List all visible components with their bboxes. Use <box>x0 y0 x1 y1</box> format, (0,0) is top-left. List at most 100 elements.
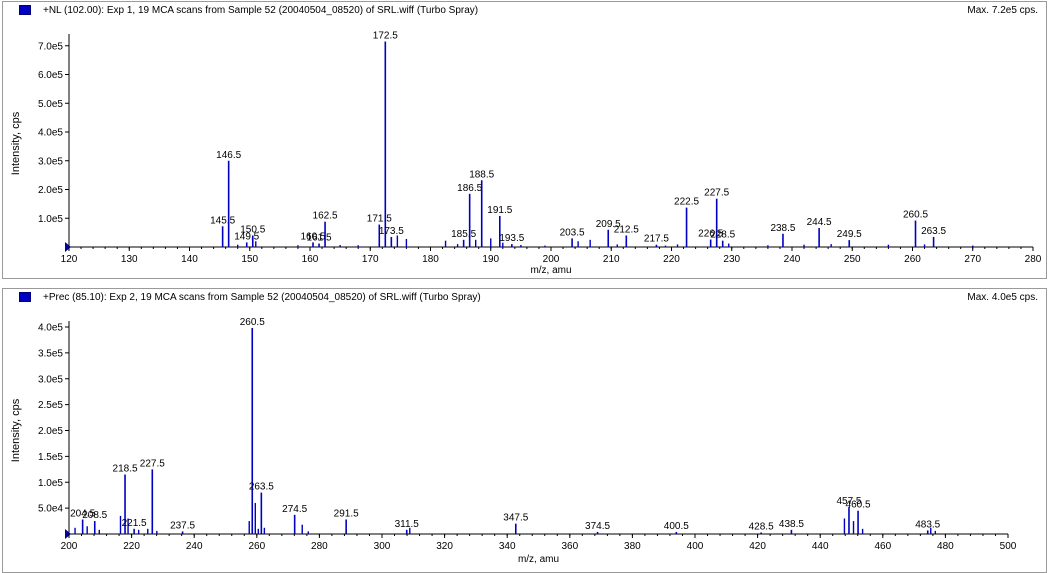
peak-label: 222.5 <box>674 197 699 208</box>
y-tick-label: 5.0e4 <box>38 504 63 515</box>
y-tick-label: 4.0e5 <box>38 128 63 139</box>
x-tick-label: 220 <box>123 541 140 552</box>
y-tick-label: 2.0e5 <box>38 185 63 196</box>
x-tick-label: 170 <box>362 254 379 265</box>
x-tick-label: 320 <box>436 541 453 552</box>
y-tick-label: 2.0e5 <box>38 426 63 437</box>
peak-label: 186.5 <box>457 183 482 194</box>
peak-label: 438.5 <box>779 519 804 530</box>
peak-label: 203.5 <box>560 227 585 238</box>
series-color-swatch <box>19 292 31 302</box>
x-tick-label: 180 <box>422 254 439 265</box>
y-axis-label: Intensity, cps <box>10 398 22 462</box>
x-tick-label: 270 <box>964 254 981 265</box>
y-tick-label: 4.0e5 <box>38 323 63 334</box>
y-tick-label: 3.0e5 <box>38 156 63 167</box>
x-tick-label: 360 <box>561 541 578 552</box>
peak-label: 145.5 <box>210 215 235 226</box>
peak-label: 228.5 <box>710 230 735 241</box>
peak-label: 238.5 <box>770 223 795 234</box>
peak-label: 193.5 <box>499 233 524 244</box>
x-tick-label: 240 <box>186 541 203 552</box>
x-tick-label: 300 <box>374 541 391 552</box>
x-tick-label: 460 <box>874 541 891 552</box>
peak-label: 226.5 <box>698 229 723 240</box>
y-tick-label: 1.5e5 <box>38 452 63 463</box>
x-tick-label: 500 <box>1000 541 1017 552</box>
axis-origin-marker <box>65 242 71 252</box>
peak-label: 209.5 <box>596 219 621 230</box>
x-tick-label: 200 <box>61 541 78 552</box>
y-tick-label: 1.0e5 <box>38 478 63 489</box>
peak-label: 260.5 <box>903 210 928 221</box>
peak-label: 185.5 <box>451 229 476 240</box>
peak-label: 428.5 <box>749 521 774 532</box>
x-tick-label: 340 <box>499 541 516 552</box>
peak-label: 161.5 <box>307 233 332 244</box>
panel-title: +NL (102.00): Exp 1, 19 MCA scans from S… <box>43 5 479 16</box>
y-tick-label: 7.0e5 <box>38 41 63 52</box>
peak-label: 400.5 <box>664 521 689 532</box>
x-tick-label: 280 <box>1025 254 1042 265</box>
spectrum-plot-prec[interactable]: 200 220 240 260 280 300 320 340 360 380 400 420 440 4… <box>3 289 1046 572</box>
peak-label: 150.5 <box>240 225 265 236</box>
peak-label: 149.5 <box>234 231 259 242</box>
x-tick-label: 150 <box>241 254 258 265</box>
y-axis-label: Intensity, cps <box>10 111 22 175</box>
y-tick-label: 2.5e5 <box>38 400 63 411</box>
max-intensity-label: Max. 7.2e5 cps. <box>967 5 1038 16</box>
y-tick-label: 3.5e5 <box>38 348 63 359</box>
peak-label: 311.5 <box>395 519 420 530</box>
x-tick-label: 200 <box>543 254 560 265</box>
x-tick-label: 400 <box>687 541 704 552</box>
spectrum-panel-nl: +NL (102.00): Exp 1, 19 MCA scans from S… <box>2 1 1047 279</box>
peak-label: 249.5 <box>837 229 862 240</box>
x-tick-label: 130 <box>121 254 138 265</box>
peak-label: 244.5 <box>807 217 832 228</box>
x-axis-label: m/z, amu <box>530 265 571 276</box>
x-tick-label: 230 <box>723 254 740 265</box>
peak-label: 172.5 <box>373 30 398 41</box>
x-tick-label: 120 <box>61 254 78 265</box>
peak-label: 160.5 <box>300 231 325 242</box>
peak-label: 212.5 <box>614 225 639 236</box>
peak-label: 208.5 <box>82 510 107 521</box>
max-intensity-label: Max. 4.0e5 cps. <box>967 292 1038 303</box>
peak-label: 483.5 <box>915 519 940 530</box>
panel-title: +Prec (85.10): Exp 2, 19 MCA scans from … <box>43 292 481 303</box>
peak-label: 191.5 <box>487 205 512 216</box>
x-tick-label: 160 <box>302 254 319 265</box>
x-tick-label: 240 <box>784 254 801 265</box>
x-tick-label: 210 <box>603 254 620 265</box>
y-tick-label: 1.0e5 <box>38 214 63 225</box>
peak-label: 227.5 <box>704 188 729 199</box>
spectrum-plot-nl[interactable]: 120 130 140 150 160 170 180 190 200 210 220 230 240 2… <box>3 2 1046 278</box>
x-tick-label: 260 <box>904 254 921 265</box>
x-tick-label: 420 <box>749 541 766 552</box>
peak-label: 171.5 <box>367 214 392 225</box>
peak-label: 374.5 <box>585 521 610 532</box>
peak-label: 460.5 <box>846 500 871 511</box>
peak-label: 188.5 <box>469 169 494 180</box>
x-axis-label: m/z, amu <box>518 554 559 565</box>
peak-label: 274.5 <box>282 504 307 515</box>
peak-label: 218.5 <box>113 463 138 474</box>
spectrum-panel-prec: +Prec (85.10): Exp 2, 19 MCA scans from … <box>2 288 1047 573</box>
x-tick-label: 440 <box>812 541 829 552</box>
peak-label: 146.5 <box>216 150 241 161</box>
peak-label: 347.5 <box>503 513 528 524</box>
y-tick-label: 5.0e5 <box>38 99 63 110</box>
peak-label: 227.5 <box>140 458 165 469</box>
peak-label: 173.5 <box>379 226 404 237</box>
peak-label: 237.5 <box>170 520 195 531</box>
x-tick-label: 250 <box>844 254 861 265</box>
peak-label: 291.5 <box>334 509 359 520</box>
peak-label: 162.5 <box>313 211 338 222</box>
peak-label: 221.5 <box>122 518 147 529</box>
peak-label: 204.5 <box>70 509 95 520</box>
x-tick-label: 140 <box>181 254 198 265</box>
peak-label: 457.5 <box>836 496 861 507</box>
peak-label: 263.5 <box>921 226 946 237</box>
series-color-swatch <box>19 5 31 15</box>
panel-header: +NL (102.00): Exp 1, 19 MCA scans from S… <box>3 2 1046 20</box>
